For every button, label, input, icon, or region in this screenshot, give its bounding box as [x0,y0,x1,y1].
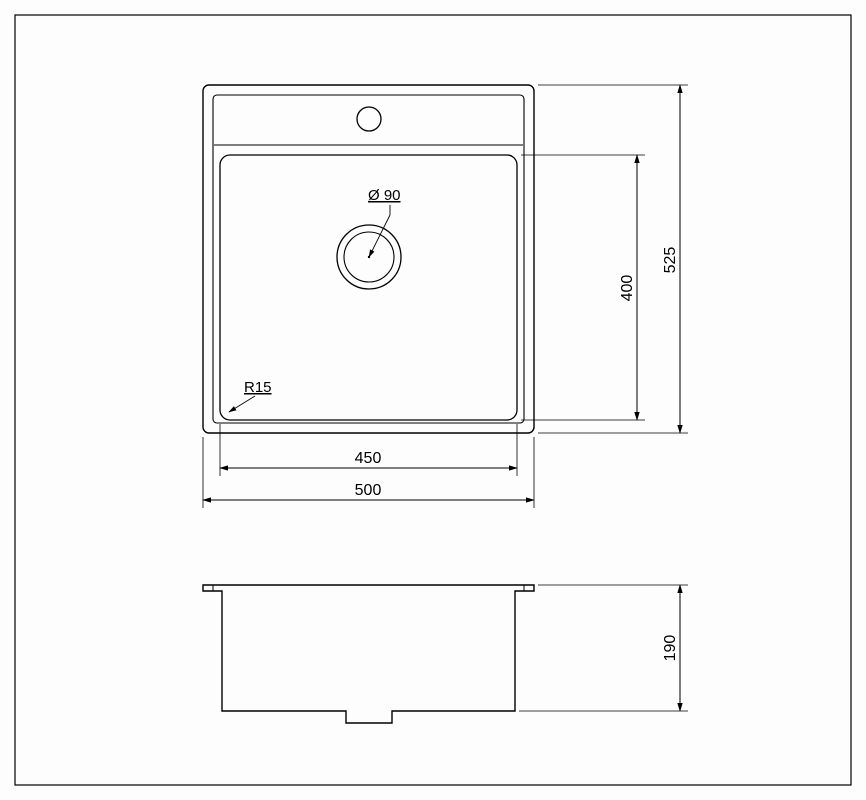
dim-400-label: 400 [619,275,636,302]
callout-radius: R15 [229,379,272,412]
callout-diameter-label: Ø 90 [368,187,401,204]
callout-diameter: Ø 90 [368,187,401,258]
drawing-canvas: Ø 90 R15 450 500 400 525 [0,0,866,800]
dim-depth-190: 190 [519,585,688,711]
dim-height-400: 400 [521,155,645,420]
dim-height-525: 525 [538,85,688,433]
dim-190-label: 190 [662,635,679,662]
dim-525-label: 525 [662,247,679,274]
page-frame [15,15,851,785]
side-view [203,585,534,723]
sink-platform [213,95,524,423]
dim-width-450: 450 [220,424,517,476]
dim-500-label: 500 [355,482,382,499]
dim-450-label: 450 [355,450,382,467]
callout-radius-label: R15 [244,379,272,396]
tap-hole [357,107,381,131]
technical-drawing: Ø 90 R15 450 500 400 525 [0,0,866,800]
dim-width-500: 500 [203,437,534,508]
